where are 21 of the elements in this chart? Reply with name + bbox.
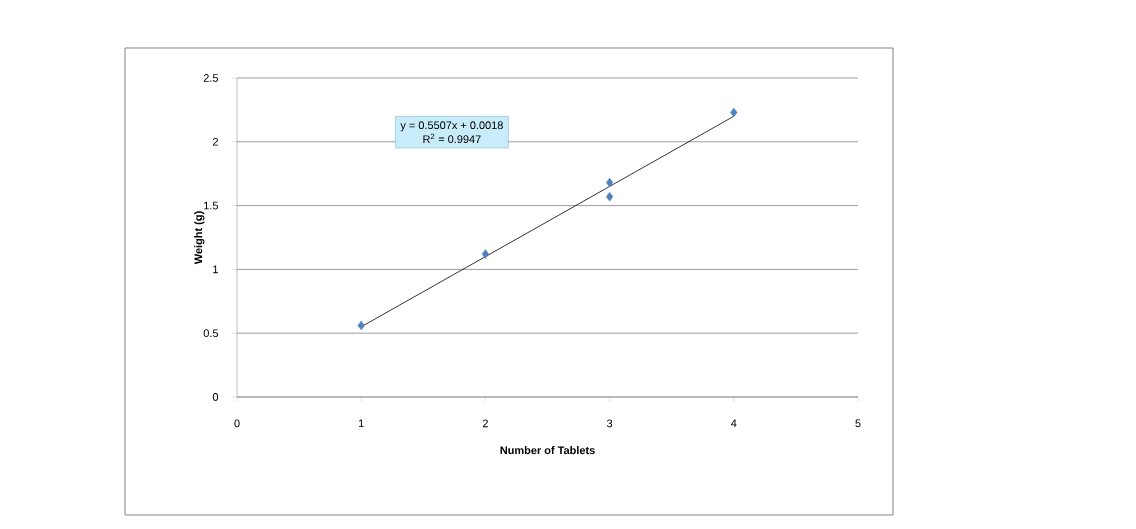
x-tick-label: 0	[234, 419, 240, 428]
x-axis-title: Number of Tablets	[500, 446, 595, 455]
y-tick-label: 0	[212, 393, 219, 401]
point	[606, 177, 614, 188]
annotation: y = 0.5507x + 0.0018	[400, 121, 503, 132]
x-tick-label: 4	[731, 419, 737, 428]
point	[481, 249, 489, 259]
x-tick-label: 3	[606, 419, 613, 428]
y-tick-label: 0.5	[203, 329, 219, 338]
y-tick-label: 1.5	[204, 201, 219, 210]
y-axis-title: Weight (g)	[194, 211, 205, 265]
x-tick-label: 1	[358, 419, 364, 428]
x-tick-label: 5	[855, 419, 861, 428]
y-tick-label: 2.5	[203, 74, 219, 82]
y-tick-label: 2	[212, 137, 218, 146]
y-tick-label: 1	[213, 265, 218, 274]
annotation: R$^{2}$ = 0.9947	[423, 133, 481, 144]
point	[357, 320, 365, 331]
point	[606, 191, 614, 202]
point	[730, 107, 738, 118]
x-tick-label: 2	[482, 419, 488, 428]
